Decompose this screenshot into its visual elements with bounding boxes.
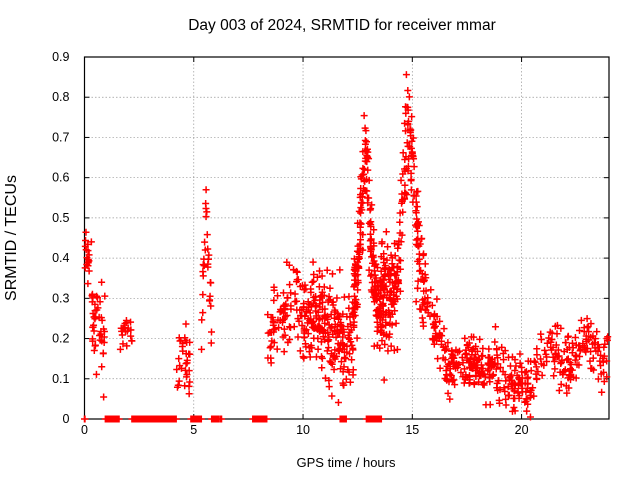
svg-text:0.6: 0.6 [52,171,69,185]
svg-text:15: 15 [405,423,419,437]
svg-text:0.8: 0.8 [52,90,69,104]
svg-text:0.1: 0.1 [52,372,69,386]
svg-text:0: 0 [81,423,88,437]
svg-text:GPS time / hours: GPS time / hours [297,455,396,470]
svg-text:0: 0 [63,412,70,426]
svg-text:0.9: 0.9 [52,50,69,64]
svg-text:0.7: 0.7 [52,130,69,144]
svg-text:0.4: 0.4 [52,251,69,265]
svg-text:0.3: 0.3 [52,291,69,305]
svg-text:5: 5 [190,423,197,437]
svg-text:10: 10 [296,423,310,437]
svg-text:0.2: 0.2 [52,332,69,346]
svg-text:0.5: 0.5 [52,211,69,225]
svg-text:SRMTID / TECUs: SRMTID / TECUs [3,175,20,301]
svg-text:20: 20 [515,423,529,437]
svg-text:Day 003 of 2024, SRMTID for re: Day 003 of 2024, SRMTID for receiver mma… [188,17,496,34]
